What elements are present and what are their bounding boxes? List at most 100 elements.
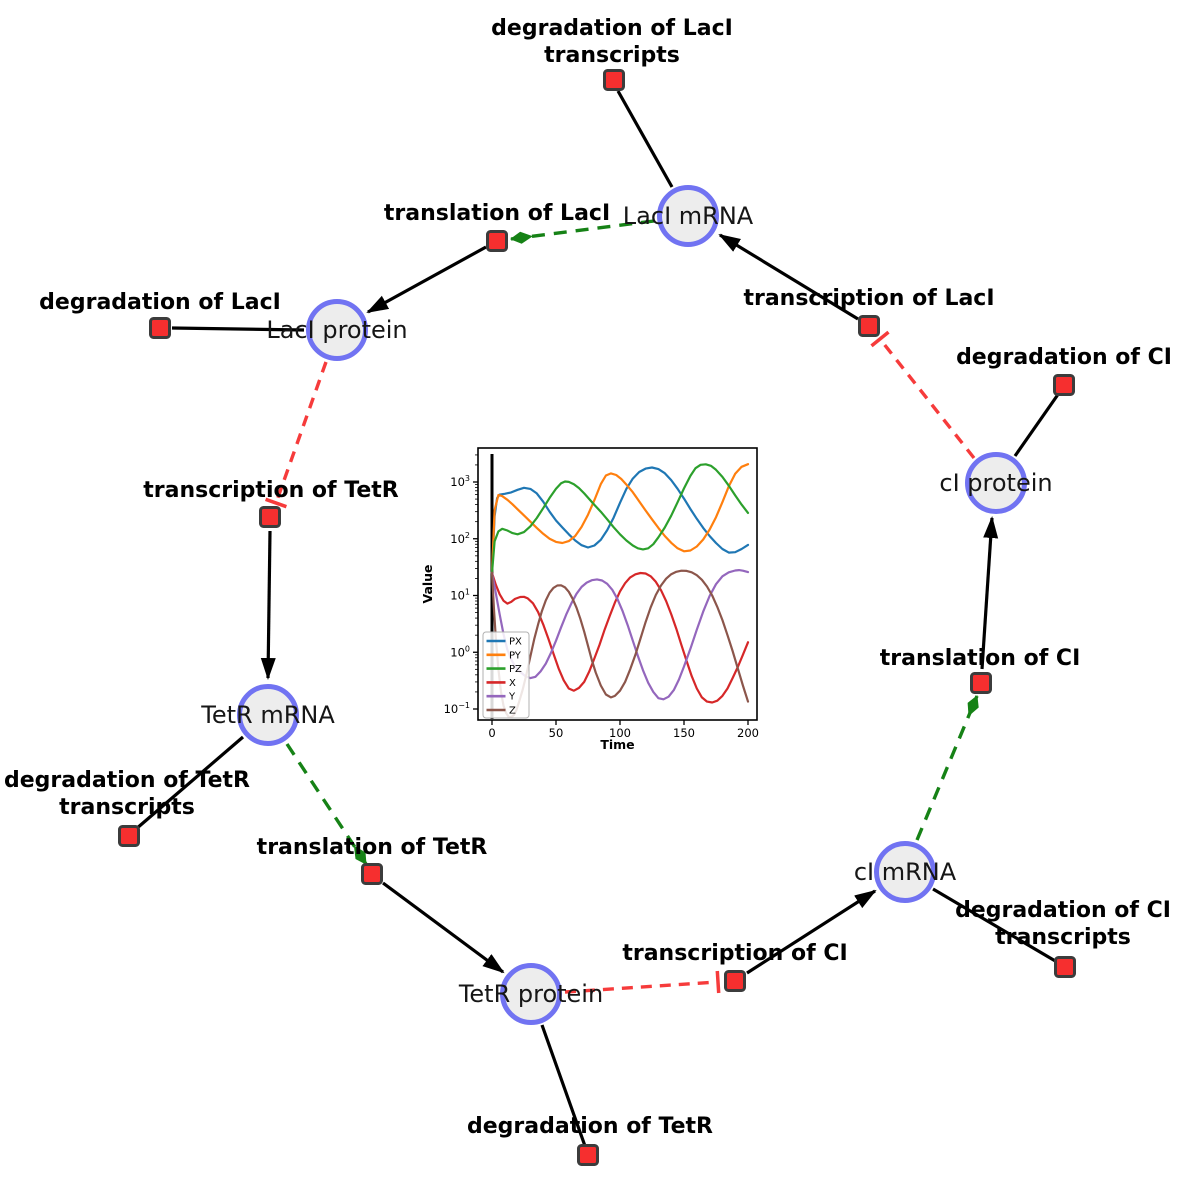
label-line: transcripts [59,795,195,820]
chart-y-tick-label: 10−1 [444,701,470,716]
reaction-label-translation-of-laci: translation of LacI [384,200,610,227]
edge-translation-tetr-to-tetr-protein[interactable] [382,881,505,974]
reaction-label-transcription-of-laci: transcription of LacI [743,285,994,312]
chart-x-tick-label: 200 [737,726,759,740]
chart-series-PZ [490,463,750,575]
label-line: degradation of CI [955,898,1171,923]
edge-ci-mrna-catalyzes-translation[interactable] [915,695,979,841]
chart-y-tick-label: 101 [450,588,470,603]
label-line: transcription of LacI [743,286,995,311]
species-label-tetr-protein: TetR protein [458,980,604,1008]
species-node-laci-mrna[interactable] [657,185,719,247]
reaction-node-translation-of-laci[interactable] [486,230,508,252]
label-line: degradation of LacI [39,290,281,315]
edge-tetr-mrna-to-degradation-transcripts[interactable] [134,735,245,831]
chart-series-PX [490,466,750,575]
reaction-label-degradation-of-laci-transcripts: degradation of LacI transcripts [491,15,733,69]
species-label-ci-mrna: cI mRNA [853,858,957,886]
reaction-label-degradation-of-ci-transcripts: degradation of CI transcripts [955,897,1171,951]
edge-laci-protein-to-degradation[interactable] [171,326,305,332]
label-line: transcripts [995,925,1131,950]
edge-tetr-protein-to-degradation[interactable] [540,1024,587,1147]
reaction-label-transcription-of-ci: transcription of CI [622,940,847,967]
edge-tetr-protein-inhibits-transcription-ci[interactable] [564,980,719,994]
chart-x-tick-label: 100 [609,726,631,740]
reaction-node-transcription-of-ci[interactable] [724,970,746,992]
species-node-ci-mrna[interactable] [874,841,936,903]
species-node-ci-protein[interactable] [965,452,1027,514]
label-line: transcripts [544,43,680,68]
chart-ylabel: Value [420,564,435,603]
inset-chart: 0 50 100 150 200 103 102 101 100 10−1 Time Value PX P… [420,447,759,752]
chart-legend-label-PY: PY [509,650,522,661]
chart-series-X [490,571,750,704]
label-line: translation of LacI [383,201,611,226]
species-label-laci-mrna: LacI mRNA [622,202,754,230]
species-label-ci-protein: cI protein [939,469,1053,497]
edge-transcription-tetr-to-tetr-mrna[interactable] [260,530,276,680]
chart-legend-label-PX: PX [509,637,522,648]
chart-legend-label-X: X [509,678,516,689]
species-label-tetr-mrna: TetR mRNA [201,701,335,729]
reaction-label-degradation-of-tetr-transcripts: degradation of TetR transcripts [4,767,250,821]
inhibition-bar-transcription-tetr [265,497,287,509]
chart-x-tick-label: 50 [549,726,564,740]
reaction-node-degradation-of-ci[interactable] [1053,374,1075,396]
edge-ci-protein-to-degradation[interactable] [1013,392,1061,457]
edge-translation-laci-to-laci-protein[interactable] [366,245,487,314]
chart-legend-box [482,631,530,719]
species-label-laci-protein: LacI protein [266,316,408,344]
edge-transcription-ci-to-ci-mrna[interactable] [746,889,877,975]
chart-y-tick-label: 100 [450,644,470,659]
label-line: degradation of TetR [466,1114,714,1139]
reaction-node-translation-of-tetr[interactable] [361,863,383,885]
chart-y-tick-label: 103 [450,474,470,489]
reaction-label-transcription-of-tetr: transcription of TetR [143,477,398,504]
edge-ci-protein-inhibits-transcription-laci[interactable] [878,337,976,460]
inhibition-bar-transcription-ci [715,970,721,994]
chart-x-tick-label: 150 [673,726,695,740]
chart-xlabel: Time [600,737,634,752]
reaction-node-degradation-of-tetr-transcripts[interactable] [118,825,140,847]
reaction-node-degradation-of-ci-transcripts[interactable] [1054,956,1076,978]
label-line: degradation of CI [956,345,1172,370]
reaction-node-degradation-of-tetr[interactable] [577,1144,599,1166]
edge-tetr-mrna-catalyzes-translation[interactable] [285,743,368,865]
reaction-label-degradation-of-tetr: degradation of TetR [467,1113,713,1140]
reaction-node-degradation-of-laci[interactable] [149,317,171,339]
reaction-node-transcription-of-laci[interactable] [858,315,880,337]
inhibition-bar-transcription-laci [870,330,890,348]
chart-legend-label-Z: Z [509,706,516,717]
species-node-tetr-protein[interactable] [500,963,562,1025]
chart-series-PY [490,463,750,575]
label-line: degradation of LacI [491,16,733,41]
edge-laci-mrna-catalyzes-translation[interactable] [510,219,655,244]
label-line: transcription of TetR [143,478,399,503]
reaction-node-transcription-of-tetr[interactable] [259,506,281,528]
edge-laci-mrna-to-degradation-transcripts[interactable] [616,90,674,188]
reaction-node-degradation-of-laci-transcripts[interactable] [603,69,625,91]
label-line: degradation of TetR [3,768,251,793]
species-node-laci-protein[interactable] [306,299,368,361]
species-node-tetr-mrna[interactable] [237,684,299,746]
chart-y-tick-label: 102 [450,531,470,546]
chart-legend-label-Y: Y [508,692,516,703]
label-line: translation of CI [879,646,1081,671]
reaction-label-degradation-of-ci: degradation of CI [956,344,1172,371]
chart-axes-box [477,447,758,721]
reaction-node-translation-of-ci[interactable] [970,672,992,694]
label-line: translation of TetR [256,835,488,860]
edge-ci-mrna-to-degradation-transcripts[interactable] [932,887,1058,964]
chart-legend-label-PZ: PZ [509,664,522,675]
edge-transcription-laci-to-laci-mrna[interactable] [718,233,859,321]
reaction-label-degradation-of-laci: degradation of LacI [39,289,281,316]
edge-laci-protein-inhibits-transcription-tetr[interactable] [274,361,328,504]
reaction-label-translation-of-tetr: translation of TetR [257,834,488,861]
edge-layer [134,90,1061,1147]
reaction-label-translation-of-ci: translation of CI [880,645,1081,672]
edge-translation-ci-to-ci-protein[interactable] [980,516,999,670]
chart-x-tick-label: 0 [488,726,495,740]
label-line: transcription of CI [622,941,848,966]
